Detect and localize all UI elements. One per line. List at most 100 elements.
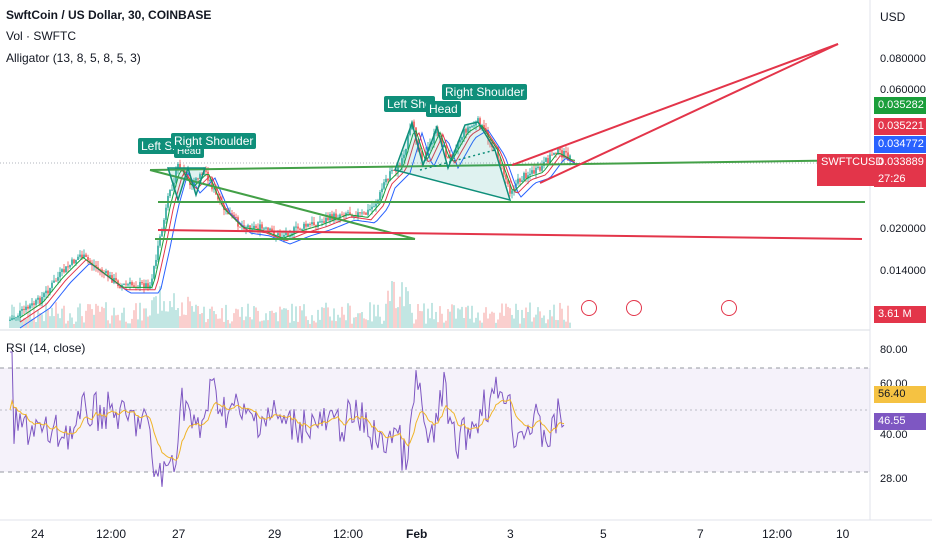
candle-body	[25, 306, 27, 311]
alligator-indicator-label[interactable]: Alligator (13, 8, 5, 8, 5, 3)	[6, 51, 141, 65]
volume-bar	[565, 321, 567, 328]
us-flag-icon[interactable]	[721, 300, 737, 316]
candle-body	[545, 158, 547, 162]
candle-body	[251, 229, 253, 231]
volume-bar	[485, 307, 487, 328]
volume-bar	[265, 313, 267, 328]
volume-bar	[367, 320, 369, 328]
currency-label[interactable]: USD	[880, 10, 906, 24]
volume-bar	[143, 308, 145, 328]
candle-body	[83, 254, 85, 259]
candle-body	[335, 213, 337, 218]
candle-body	[107, 270, 109, 278]
candle-body	[507, 179, 509, 185]
price-tag-blue: 0.034772	[874, 136, 926, 153]
candle-body	[385, 178, 387, 183]
volume-bar	[525, 307, 527, 328]
candle-body	[461, 137, 463, 140]
candle-body	[301, 228, 303, 230]
volume-bar	[63, 305, 65, 328]
candle-body	[391, 169, 393, 172]
candle-body	[23, 308, 25, 311]
volume-bar	[267, 320, 269, 328]
volume-bar	[51, 307, 53, 328]
candle-body	[89, 260, 91, 263]
volume-bar	[441, 313, 443, 328]
volume-bar	[411, 312, 413, 328]
us-flag-icon[interactable]	[626, 300, 642, 316]
candle-body	[99, 268, 101, 270]
candle-body	[511, 190, 513, 194]
volume-bar	[199, 314, 201, 328]
time-axis-label: 7	[697, 527, 704, 541]
volume-bar	[355, 317, 357, 328]
volume-bar	[189, 301, 191, 328]
candle-body	[311, 222, 313, 225]
candle-body	[79, 254, 81, 257]
candle-body	[109, 275, 111, 278]
volume-bar	[377, 304, 379, 328]
candle-body	[289, 235, 291, 237]
volume-bar	[483, 312, 485, 328]
volume-bar	[311, 315, 313, 328]
volume-bar	[227, 319, 229, 328]
volume-bar	[263, 320, 265, 328]
pattern-label-left-shoulder[interactable]: Left Sho	[384, 96, 435, 112]
volume-bar	[65, 323, 67, 328]
candle-body	[279, 233, 281, 238]
candle-body	[71, 259, 73, 265]
volume-bar	[77, 307, 79, 328]
volume-bar	[517, 309, 519, 328]
red-wedge-lower	[539, 43, 839, 184]
candle-body	[317, 221, 319, 227]
volume-bar	[501, 303, 503, 328]
volume-bar	[433, 319, 435, 328]
volume-bar	[131, 318, 133, 328]
candle-body	[285, 232, 287, 236]
candle-body	[145, 283, 147, 289]
volume-bar	[395, 308, 397, 328]
volume-bar	[241, 307, 243, 328]
volume-bar	[537, 307, 539, 328]
candle-body	[313, 222, 315, 226]
price-axis-label: 0.060000	[880, 84, 926, 96]
rsi-indicator-label[interactable]: RSI (14, close)	[6, 341, 86, 355]
pattern-label-head[interactable]: Head	[426, 101, 461, 117]
candle-body	[105, 270, 107, 274]
candle-body	[61, 269, 63, 273]
volume-bar	[93, 314, 95, 328]
volume-bar	[317, 309, 319, 328]
volume-bar	[75, 321, 77, 328]
us-flag-icon[interactable]	[581, 300, 597, 316]
candle-body	[199, 174, 201, 179]
candle-body	[171, 189, 173, 191]
candle-body	[123, 283, 125, 285]
volume-bar	[471, 305, 473, 328]
volume-tag: 3.61 M	[874, 306, 926, 323]
volume-bar	[307, 320, 309, 328]
hs-pattern-fill-2	[394, 120, 512, 202]
candle-body	[503, 164, 505, 175]
candle-body	[73, 259, 75, 264]
candle-body	[443, 146, 445, 148]
candle-body	[155, 260, 157, 267]
volume-bar	[137, 319, 139, 328]
candle-body	[115, 277, 117, 281]
volume-bar	[469, 318, 471, 328]
candle-body	[369, 209, 371, 211]
pattern-label-right-shoulder[interactable]: Right Shoulder	[171, 133, 257, 149]
volume-bar	[561, 308, 563, 328]
volume-bar	[491, 311, 493, 328]
candle-body	[345, 213, 347, 216]
rsi-axis-label: 40.00	[880, 429, 908, 441]
volume-bar	[221, 308, 223, 328]
volume-bar	[117, 314, 119, 328]
volume-bar	[513, 318, 515, 328]
volume-indicator-label[interactable]: Vol · SWFTC	[6, 29, 77, 43]
pattern-label-right-shoulder[interactable]: Right Shoulder	[442, 84, 528, 100]
volume-bar	[481, 322, 483, 328]
candle-body	[347, 212, 349, 214]
volume-bar	[23, 317, 25, 328]
candle-body	[17, 316, 19, 318]
